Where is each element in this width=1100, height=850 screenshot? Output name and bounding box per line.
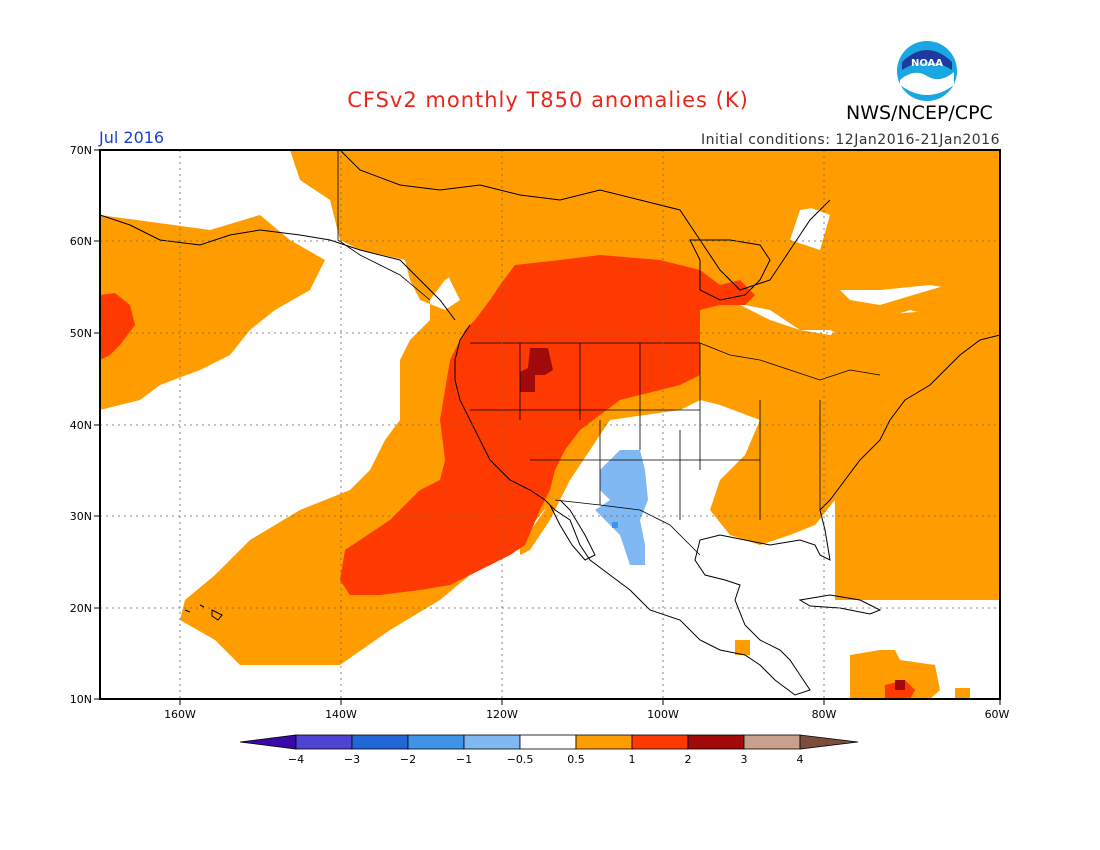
hudson-bay-coastline (689, 239, 771, 301)
map-title-text: CFSv2 monthly T850 anomalies (K) (347, 88, 749, 112)
lon-label: 140W (325, 708, 357, 721)
colorbar-label: 1 (629, 753, 636, 766)
anomaly-fields (100, 150, 1000, 699)
anomaly-region-southern-mexico-spot (735, 640, 750, 655)
logo-text: NOAA (911, 58, 943, 69)
axis-ticks (94, 149, 1001, 705)
lon-label: 60W (985, 708, 1010, 721)
alaska-coastline (100, 214, 456, 321)
agency-label: NWS/NCEP/CPC (846, 102, 993, 124)
lat-label: 40N (70, 419, 92, 432)
graticule (100, 150, 1000, 699)
us-canada-border (470, 342, 881, 381)
noaa-logo-icon: NOAA (897, 41, 957, 101)
anomaly-region-caribbean (850, 650, 940, 699)
colorbar-label: 2 (685, 753, 692, 766)
colorbar-swatch (407, 734, 465, 750)
lon-label: 160W (164, 708, 196, 721)
colorbar-arrow-low (239, 734, 297, 750)
lat-label: 30N (70, 510, 92, 523)
colorbar: −4 −3 −2 −1 −0.5 0.5 1 2 3 4 (239, 734, 859, 766)
anomaly-region-venezuela-spot (955, 688, 970, 699)
colorbar-label: 3 (741, 753, 748, 766)
north-america-coastline (454, 324, 1000, 696)
colorbar-swatch (575, 734, 633, 750)
colorbar-label: −4 (288, 753, 304, 766)
coastlines (100, 150, 1000, 696)
longitude-labels: 160W 140W 120W 100W 80W 60W (164, 708, 1009, 721)
latitude-labels: 70N 60N 50N 40N 30N 20N 10N (70, 144, 92, 706)
colorbar-swatch (463, 734, 521, 750)
lat-label: 20N (70, 602, 92, 615)
colorbar-arrow-high (799, 734, 859, 750)
anomaly-region-pacific-northwest (100, 215, 325, 410)
lat-label: 60N (70, 235, 92, 248)
anomaly-region-caribbean-darkred (895, 680, 905, 690)
colorbar-swatch (631, 734, 689, 750)
state-lines (470, 343, 821, 520)
colorbar-label: 0.5 (567, 753, 585, 766)
hawaii-islands (184, 604, 223, 621)
anomaly-region-alaska-red (100, 293, 135, 360)
colorbar-label: −2 (400, 753, 416, 766)
anomaly-region-southwest-blue-spot (612, 522, 618, 528)
colorbar-swatch (351, 734, 409, 750)
lat-label: 10N (70, 693, 92, 706)
baja-coastline (549, 499, 596, 561)
alaska-border (337, 150, 431, 301)
colorbar-label: 4 (797, 753, 804, 766)
canada-arctic-coastline (339, 150, 831, 291)
initial-conditions-label: Initial conditions: 12Jan2016-21Jan2016 (701, 132, 1000, 148)
colorbar-label: −3 (344, 753, 360, 766)
lat-label: 70N (70, 144, 92, 157)
lon-label: 100W (647, 708, 679, 721)
map-title: CFSv2 monthly T850 anomalies (K) (0, 88, 1100, 112)
political-borders (337, 150, 881, 556)
anomaly-region-northern-rockies (520, 348, 553, 392)
lat-label: 50N (70, 327, 92, 340)
colorbar-swatch (687, 734, 745, 750)
colorbar-swatch (295, 734, 353, 750)
lon-label: 80W (812, 708, 837, 721)
valid-month-label: Jul 2016 (99, 128, 165, 147)
colorbar-swatch (743, 734, 801, 750)
colorbar-label: −1 (456, 753, 472, 766)
colorbar-label: −0.5 (507, 753, 534, 766)
anomaly-region-west-red (340, 255, 755, 595)
cuba-coastline (798, 594, 882, 615)
colorbar-swatch (519, 734, 577, 750)
lon-label: 120W (486, 708, 518, 721)
us-mexico-border (554, 499, 701, 556)
